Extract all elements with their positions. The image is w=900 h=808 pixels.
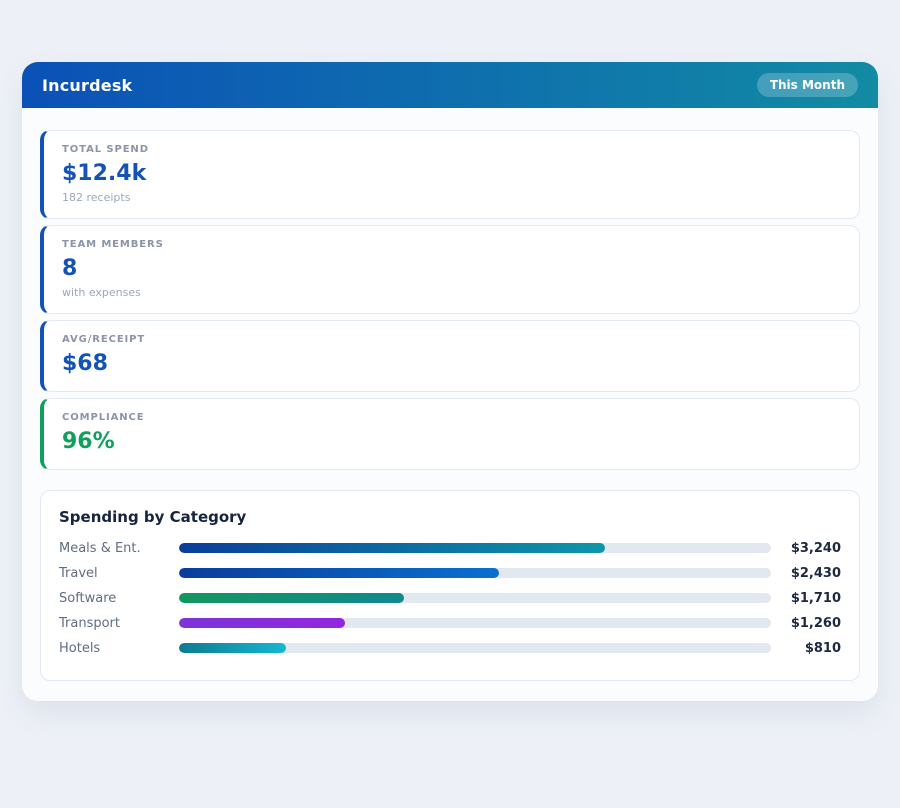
stat-card-compliance: COMPLIANCE 96%: [40, 398, 860, 470]
category-value: $810: [779, 641, 841, 656]
bar-fill: [179, 643, 286, 653]
category-value: $1,260: [779, 616, 841, 631]
category-label: Meals & Ent.: [59, 541, 179, 556]
category-value: $1,710: [779, 591, 841, 606]
chart-row-travel: Travel $2,430: [59, 566, 841, 580]
bar-fill: [179, 618, 345, 628]
period-badge[interactable]: This Month: [757, 73, 858, 97]
bar-track: [179, 568, 771, 578]
stat-card-total-spend: TOTAL SPEND $12.4k 182 receipts: [40, 130, 860, 219]
app-header: Incurdesk This Month: [22, 62, 878, 108]
stat-subtitle: with expenses: [62, 286, 841, 300]
chart-title: Spending by Category: [59, 508, 841, 526]
category-label: Transport: [59, 616, 179, 631]
spending-by-category-card: Spending by Category Meals & Ent. $3,240…: [40, 490, 860, 681]
stat-label: AVG/RECEIPT: [62, 334, 841, 346]
stat-value: 8: [62, 255, 841, 283]
bar-track: [179, 618, 771, 628]
bar-fill: [179, 593, 404, 603]
category-label: Travel: [59, 566, 179, 581]
chart-row-meals: Meals & Ent. $3,240: [59, 541, 841, 555]
category-value: $3,240: [779, 541, 841, 556]
bar-track: [179, 643, 771, 653]
stat-subtitle: 182 receipts: [62, 191, 841, 205]
chart-row-hotels: Hotels $810: [59, 641, 841, 655]
dashboard-content: TOTAL SPEND $12.4k 182 receipts TEAM MEM…: [22, 108, 878, 701]
bar-fill: [179, 543, 605, 553]
category-value: $2,430: [779, 566, 841, 581]
category-label: Software: [59, 591, 179, 606]
stat-label: TOTAL SPEND: [62, 144, 841, 156]
chart-row-transport: Transport $1,260: [59, 616, 841, 630]
stat-card-avg-receipt: AVG/RECEIPT $68: [40, 320, 860, 392]
stat-value: $68: [62, 350, 841, 378]
chart-row-software: Software $1,710: [59, 591, 841, 605]
stat-card-team-members: TEAM MEMBERS 8 with expenses: [40, 225, 860, 314]
category-label: Hotels: [59, 641, 179, 656]
stat-label: TEAM MEMBERS: [62, 239, 841, 251]
stat-value: 96%: [62, 428, 841, 456]
stat-value: $12.4k: [62, 160, 841, 188]
bar-fill: [179, 568, 499, 578]
bar-track: [179, 543, 771, 553]
app-title: Incurdesk: [42, 76, 132, 95]
bar-track: [179, 593, 771, 603]
stat-label: COMPLIANCE: [62, 412, 841, 424]
dashboard-panel: Incurdesk This Month TOTAL SPEND $12.4k …: [22, 62, 878, 701]
